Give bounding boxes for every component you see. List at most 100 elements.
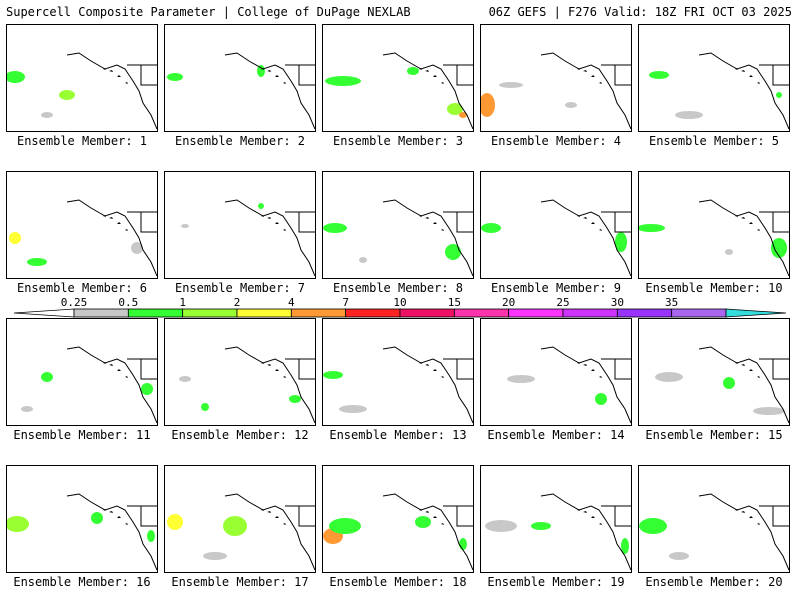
ensemble-map-panel-14 <box>480 318 632 426</box>
ensemble-map-panel-8 <box>322 171 474 279</box>
legend-swatch <box>399 308 455 318</box>
scp-contour-fill <box>27 258 47 266</box>
coastline <box>224 493 315 571</box>
map-field <box>323 493 473 571</box>
ensemble-member-label: Ensemble Member: 6 <box>16 281 148 295</box>
scp-contour-fill <box>445 244 461 260</box>
map-field <box>481 52 631 130</box>
scp-contour-fill <box>499 82 523 88</box>
scp-contour-fill <box>167 514 183 530</box>
map-field <box>639 199 789 277</box>
ensemble-member-label: Ensemble Member: 1 <box>16 134 148 148</box>
ensemble-member-label: Ensemble Member: 17 <box>171 575 309 589</box>
coastline <box>224 199 315 277</box>
ensemble-member-label: Ensemble Member: 20 <box>645 575 783 589</box>
ensemble-map-panel-7 <box>164 171 316 279</box>
ensemble-member-label: Ensemble Member: 11 <box>13 428 151 442</box>
legend-swatch <box>562 308 618 318</box>
legend-tick-label: 7 <box>342 296 349 309</box>
scp-contour-fill <box>649 71 669 79</box>
islands <box>419 215 444 231</box>
coastline <box>698 493 789 571</box>
islands <box>577 68 602 84</box>
map-field <box>179 346 315 424</box>
legend-tick-label: 20 <box>502 296 516 309</box>
map-field <box>507 346 631 424</box>
legend-arrow-right <box>725 308 787 318</box>
ensemble-member-label: Ensemble Member: 15 <box>645 428 783 442</box>
map-field <box>649 52 789 130</box>
coastline <box>66 493 157 571</box>
islands <box>735 215 760 231</box>
ensemble-member-label: Ensemble Member: 5 <box>648 134 780 148</box>
map-field <box>167 52 315 130</box>
scp-contour-fill <box>21 406 33 412</box>
map-field <box>639 493 789 571</box>
islands <box>419 68 444 84</box>
scp-contour-fill <box>776 92 782 98</box>
legend-swatch <box>345 308 401 318</box>
scp-contour-fill <box>485 520 517 532</box>
scp-contour-fill <box>669 552 689 560</box>
coastline <box>540 493 631 571</box>
map-field <box>325 52 473 130</box>
coastline <box>540 346 631 424</box>
islands <box>577 509 602 525</box>
scp-contour-fill <box>179 376 191 382</box>
scp-contour-fill <box>329 518 361 534</box>
islands <box>419 362 444 378</box>
scp-contour-fill <box>639 224 665 232</box>
legend-swatch <box>290 308 347 318</box>
scp-contour-fill <box>615 232 627 252</box>
ensemble-member-label: Ensemble Member: 19 <box>487 575 625 589</box>
islands <box>103 68 128 84</box>
ensemble-map-panel-13 <box>322 318 474 426</box>
islands <box>103 509 128 525</box>
scp-contour-fill <box>7 516 29 532</box>
coastline <box>66 52 157 130</box>
ensemble-member-label: Ensemble Member: 2 <box>174 134 306 148</box>
scp-contour-fill <box>595 393 607 405</box>
map-field <box>9 199 157 277</box>
islands <box>419 509 444 525</box>
ensemble-member-label: Ensemble Member: 14 <box>487 428 625 442</box>
ensemble-map-panel-5 <box>638 24 790 132</box>
ensemble-member-label: Ensemble Member: 8 <box>332 281 464 295</box>
scp-contour-fill <box>223 516 247 536</box>
map-field <box>181 199 315 277</box>
ensemble-member-label: Ensemble Member: 10 <box>645 281 783 295</box>
color-legend: 0.25 0.5 1 2 4 7 10 15 20 25 30 35 <box>13 296 787 320</box>
scp-contour-fill <box>531 522 551 530</box>
ensemble-member-label: Ensemble Member: 12 <box>171 428 309 442</box>
ensemble-member-label: Ensemble Member: 4 <box>490 134 622 148</box>
scp-contour-fill <box>447 103 463 115</box>
scp-contour-fill <box>181 224 189 228</box>
legend-swatch <box>508 308 564 318</box>
islands <box>261 509 286 525</box>
coastline <box>382 346 473 424</box>
ensemble-map-panel-6 <box>6 171 158 279</box>
islands <box>261 215 286 231</box>
scp-contour-fill <box>753 407 785 415</box>
scp-contour-fill <box>407 67 419 75</box>
islands <box>103 215 128 231</box>
ensemble-map-panel-10 <box>638 171 790 279</box>
coastline <box>540 52 631 130</box>
valid-time-title: 06Z GEFS | F276 Valid: 18Z FRI OCT 03 20… <box>488 5 792 19</box>
scp-contour-fill <box>147 530 155 542</box>
map-field <box>323 199 473 277</box>
map-field <box>485 493 631 571</box>
coastline <box>540 199 631 277</box>
legend-swatch <box>182 308 238 318</box>
legend-swatch <box>616 308 673 318</box>
ensemble-member-label: Ensemble Member: 13 <box>329 428 467 442</box>
scp-contour-fill <box>323 371 343 379</box>
scp-contour-fill <box>325 76 361 86</box>
scp-contour-fill <box>459 538 467 550</box>
scp-contour-fill <box>59 90 75 100</box>
legend-swatch <box>127 308 184 318</box>
scp-contour-fill <box>339 405 367 413</box>
ensemble-member-label: Ensemble Member: 16 <box>13 575 151 589</box>
legend-arrow-left <box>13 308 75 318</box>
ensemble-member-label: Ensemble Member: 3 <box>332 134 464 148</box>
